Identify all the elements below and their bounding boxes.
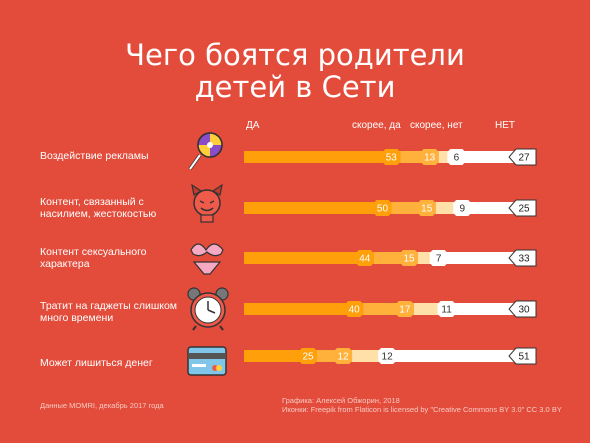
value-row4-rather-no-label: 12 — [382, 352, 394, 363]
value-row2-rather-no-label: 7 — [436, 254, 442, 265]
bra-icon — [190, 243, 224, 275]
value-row0-yes-tag — [382, 149, 401, 165]
bar-row3-series0 — [244, 303, 364, 315]
value-row4-yes-tag — [299, 348, 317, 364]
value-row4-no-label: 51 — [518, 352, 530, 363]
alarm-clock-icon — [187, 287, 229, 331]
value-row2-rather-no-tag — [429, 250, 448, 266]
title-line-1: Чего боятся родители — [125, 38, 465, 72]
category-label-1: Контент, связанный с насилием, жестокость… — [40, 196, 157, 220]
value-row2-yes-tag — [355, 250, 374, 266]
bar-row0-series0 — [244, 151, 401, 163]
value-row1-rather-yes-tag — [417, 200, 436, 216]
bar-row1-series0 — [244, 202, 392, 214]
value-row2-rather-yes-tag — [400, 250, 419, 266]
value-row1-no-tag — [508, 199, 537, 217]
value-row1-yes-tag — [373, 200, 392, 216]
value-row0-no-label: 27 — [518, 153, 530, 164]
value-row1-rather-no-label: 9 — [459, 204, 465, 215]
value-row0-rather-no-label: 6 — [454, 153, 460, 164]
bar-row4-series0 — [244, 350, 317, 362]
value-row3-no-tag — [508, 300, 537, 318]
devil-icon — [191, 183, 223, 223]
bar-row2-series0 — [244, 252, 374, 264]
value-row1-no-label: 25 — [518, 204, 530, 215]
value-row2-yes-label: 44 — [359, 254, 371, 265]
value-row3-rather-no-tag — [437, 301, 456, 317]
category-label-4: Может лишиться денег — [40, 357, 153, 369]
credits-line-2: Иконки: Freepik from Flaticon is license… — [282, 405, 562, 414]
header-no: НЕТ — [495, 120, 515, 131]
credits-line-1: Графика: Алексей Обжорин, 2018 — [282, 396, 400, 405]
header-rather-no: скорее, нет — [410, 120, 463, 131]
value-row4-rather-no-tag — [378, 348, 397, 364]
category-label-3: Тратит на гаджеты слишком много времени — [40, 300, 178, 324]
value-row4-rather-yes-tag — [334, 348, 353, 364]
bar-row4-series3 — [387, 350, 536, 362]
value-row3-yes-label: 40 — [349, 305, 361, 316]
value-row1-yes-label: 50 — [377, 204, 389, 215]
value-row0-yes-label: 53 — [386, 153, 398, 164]
value-row3-no-label: 30 — [518, 305, 530, 316]
value-row4-rather-yes-label: 12 — [337, 352, 349, 363]
source-note: Данные MOMRI, декабрь 2017 года — [40, 401, 164, 410]
value-row2-rather-yes-label: 15 — [403, 254, 415, 265]
header-yes: ДА — [246, 120, 260, 131]
title-line-2: детей в Сети — [194, 70, 396, 104]
value-row3-rather-yes-label: 17 — [399, 305, 411, 316]
value-row0-no-tag — [508, 148, 537, 166]
header-rather-yes: скорее, да — [352, 120, 401, 131]
value-row0-rather-no-tag — [447, 149, 466, 165]
value-row1-rather-yes-label: 15 — [421, 204, 433, 215]
category-label-2: Контент сексуального характера — [40, 246, 147, 270]
value-row3-rather-yes-tag — [395, 301, 414, 317]
value-row3-yes-tag — [345, 301, 364, 317]
value-row1-rather-no-tag — [453, 200, 472, 216]
category-label-0: Воздействие рекламы — [40, 150, 149, 162]
value-row4-yes-label: 25 — [302, 352, 314, 363]
credit-card-icon — [187, 346, 227, 376]
value-row2-no-tag — [508, 249, 537, 267]
value-row4-no-tag — [508, 347, 537, 365]
value-row0-rather-yes-label: 13 — [424, 153, 436, 164]
value-row2-no-label: 33 — [518, 254, 530, 265]
value-row0-rather-yes-tag — [420, 149, 439, 165]
value-row3-rather-no-label: 11 — [441, 305, 452, 316]
lollipop-icon — [188, 132, 223, 171]
